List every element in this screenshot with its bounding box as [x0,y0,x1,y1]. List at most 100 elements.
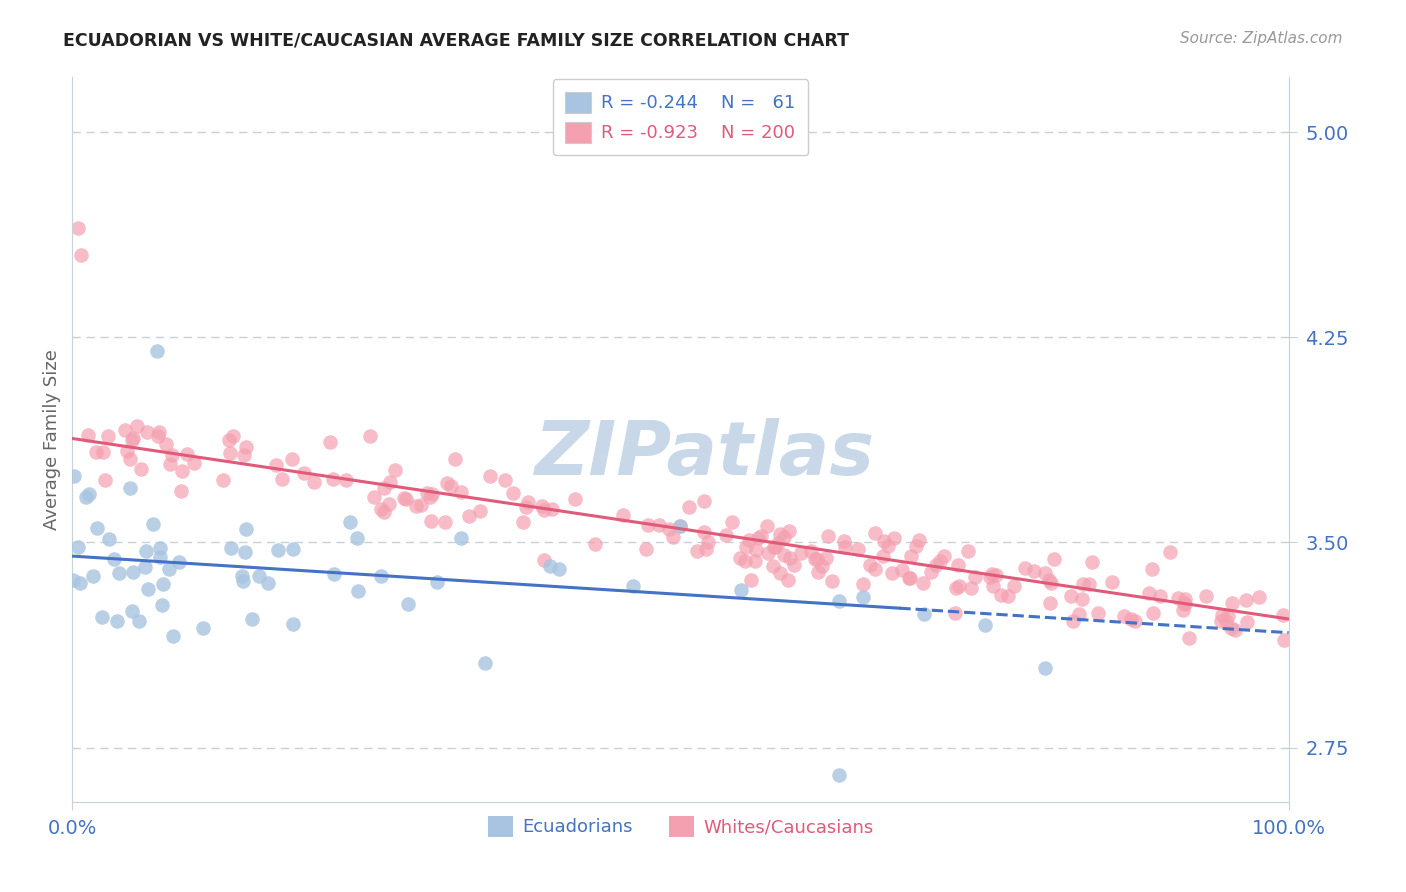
Point [444,451,467,466]
Point [738,533,761,548]
Point [1039,596,1062,610]
Point [533,503,555,517]
Point [807,565,830,579]
Point [235,522,257,536]
Point [817,529,839,543]
Point [612,508,634,522]
Point [86,521,108,535]
Point [395,492,418,507]
Point [148,425,170,439]
Y-axis label: Average Family Size: Average Family Size [44,350,60,530]
Point [1236,615,1258,629]
Point [979,570,1001,584]
Point [66,540,89,554]
Point [169,483,191,498]
Point [359,428,381,442]
Point [91,609,114,624]
Point [749,529,772,543]
Point [1071,577,1094,591]
Point [1142,562,1164,576]
Point [1119,612,1142,626]
Point [434,515,457,529]
Point [720,515,742,529]
Point [120,481,142,495]
Point [678,500,700,514]
Point [478,469,501,483]
Point [1159,544,1181,558]
Point [84,445,107,459]
Legend: Ecuadorians, Whites/Caucasians: Ecuadorians, Whites/Caucasians [481,809,880,844]
Point [1081,555,1104,569]
Point [920,566,942,580]
Point [322,567,344,582]
Point [94,473,117,487]
Point [167,555,190,569]
Point [128,614,150,628]
Point [346,583,368,598]
Point [907,533,929,548]
Point [806,552,828,566]
Point [932,549,955,563]
Point [419,490,441,504]
Point [769,566,792,580]
Point [1220,621,1243,635]
Point [191,622,214,636]
Point [782,558,804,573]
Point [69,576,91,591]
Point [120,451,142,466]
Point [339,515,361,529]
Point [77,487,100,501]
Point [405,499,427,513]
Point [778,524,800,538]
Point [846,542,869,557]
Point [821,574,844,589]
Point [270,472,292,486]
Point [696,535,718,549]
Point [384,463,406,477]
Point [1173,597,1195,611]
Point [146,343,169,358]
Point [212,473,235,487]
Point [1167,591,1189,605]
Point [1024,564,1046,578]
Point [695,541,717,556]
Point [547,562,569,576]
Point [734,554,756,568]
Point [134,559,156,574]
Point [378,497,401,511]
Point [267,543,290,558]
Point [135,544,157,558]
Point [1211,608,1233,623]
Point [1272,632,1295,647]
Point [773,530,796,544]
Point [564,491,586,506]
Point [880,566,903,580]
Point [474,657,496,671]
Point [1247,591,1270,605]
Point [257,576,280,591]
Point [183,456,205,470]
Point [515,500,537,515]
Point [378,475,401,489]
Point [761,558,783,573]
Point [62,573,84,587]
Point [1174,592,1197,607]
Point [222,428,245,442]
Point [1071,591,1094,606]
Point [948,579,970,593]
Point [686,544,709,558]
Point [392,491,415,505]
Point [152,577,174,591]
Point [744,554,766,568]
Point [370,502,392,516]
Point [747,531,769,545]
Point [232,448,254,462]
Point [218,433,240,447]
Point [1216,608,1239,623]
Point [929,553,952,567]
Point [420,487,443,501]
Point [662,530,685,544]
Point [800,544,823,558]
Point [1002,579,1025,593]
Point [142,516,165,531]
